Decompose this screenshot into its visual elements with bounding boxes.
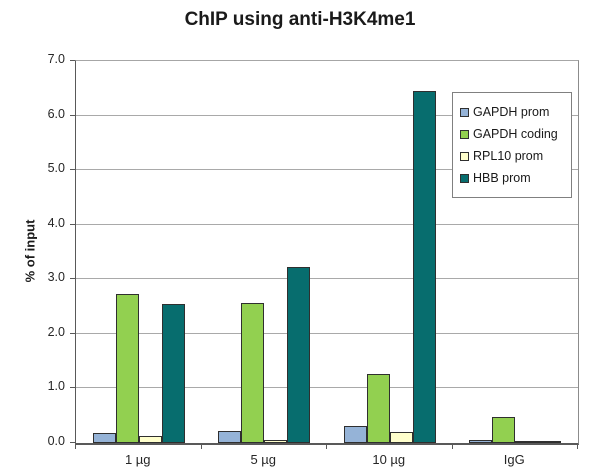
- y-tick-mark: [70, 60, 75, 61]
- x-tick-label: 1 µg: [124, 452, 151, 467]
- y-tick-mark: [70, 169, 75, 171]
- bar-hbb-prom: [412, 91, 436, 443]
- bar-gapdh-prom: [343, 426, 367, 443]
- x-tick-mark: [201, 444, 202, 449]
- bar-group: [453, 61, 579, 443]
- gridline: [76, 114, 578, 116]
- gridline: [76, 278, 578, 280]
- legend: GAPDH prom GAPDH coding RPL10 prom HBB prom: [452, 92, 572, 198]
- bar-rpl10-prom: [138, 436, 162, 443]
- y-tick-mark: [70, 114, 75, 116]
- bar-gapdh-coding: [241, 303, 265, 443]
- bar-rpl10-prom: [389, 432, 413, 443]
- y-tick-label: 4.0: [47, 215, 65, 230]
- legend-swatch-icon: [460, 173, 469, 183]
- gridline: [76, 332, 578, 334]
- x-tick-label: 5 µg: [250, 452, 277, 467]
- bar-hbb-prom: [161, 304, 185, 443]
- y-tick-label: 3.0: [47, 270, 65, 285]
- legend-swatch-icon: [460, 151, 469, 161]
- bar-rpl10-prom: [264, 440, 288, 443]
- x-tick-label: IgG: [503, 452, 525, 467]
- legend-item: GAPDH coding: [460, 123, 565, 145]
- legend-item: HBB prom: [460, 167, 565, 189]
- bar-hbb-prom: [287, 267, 311, 443]
- legend-item: RPL10 prom: [460, 145, 565, 167]
- legend-swatch-icon: [460, 129, 469, 139]
- y-tick-mark: [70, 387, 75, 389]
- y-tick-label: 7.0: [47, 52, 65, 66]
- bar-group: [202, 61, 328, 443]
- y-tick-mark: [70, 442, 75, 443]
- bar-gapdh-prom: [92, 433, 116, 443]
- chart-title: ChIP using anti-H3K4me1: [184, 9, 416, 30]
- bar-group: [76, 61, 202, 443]
- legend-item: GAPDH prom: [460, 101, 565, 123]
- bar-hbb-prom: [538, 441, 562, 443]
- x-tick-mark: [326, 444, 327, 449]
- bar-rpl10-prom: [515, 441, 539, 443]
- x-tick-mark: [452, 444, 453, 449]
- bar-gapdh-coding: [366, 374, 390, 443]
- legend-label: GAPDH prom: [473, 105, 550, 119]
- y-tick-label: 5.0: [47, 161, 65, 176]
- legend-label: GAPDH coding: [473, 127, 558, 141]
- x-tick-label: 10 µg: [372, 452, 406, 467]
- gridline: [76, 169, 578, 171]
- y-tick-label: 1.0: [47, 379, 65, 394]
- y-tick-mark: [70, 278, 75, 280]
- x-tick-mark: [577, 444, 578, 449]
- bar-gapdh-prom: [469, 440, 493, 443]
- y-tick-label: 2.0: [47, 324, 65, 339]
- legend-swatch-icon: [460, 107, 469, 117]
- legend-label: RPL10 prom: [473, 149, 544, 163]
- bar-group: [327, 61, 453, 443]
- y-tick-label: 0.0: [47, 434, 65, 448]
- y-tick-mark: [70, 332, 75, 334]
- legend-label: HBB prom: [473, 171, 531, 185]
- bar-gapdh-coding: [492, 417, 516, 443]
- gridline: [76, 387, 578, 389]
- y-tick-mark: [70, 223, 75, 225]
- y-tick-label: 6.0: [47, 106, 65, 121]
- x-tick-mark: [75, 444, 76, 449]
- bar-gapdh-coding: [115, 294, 139, 443]
- bar-gapdh-prom: [218, 431, 242, 443]
- gridline: [76, 223, 578, 225]
